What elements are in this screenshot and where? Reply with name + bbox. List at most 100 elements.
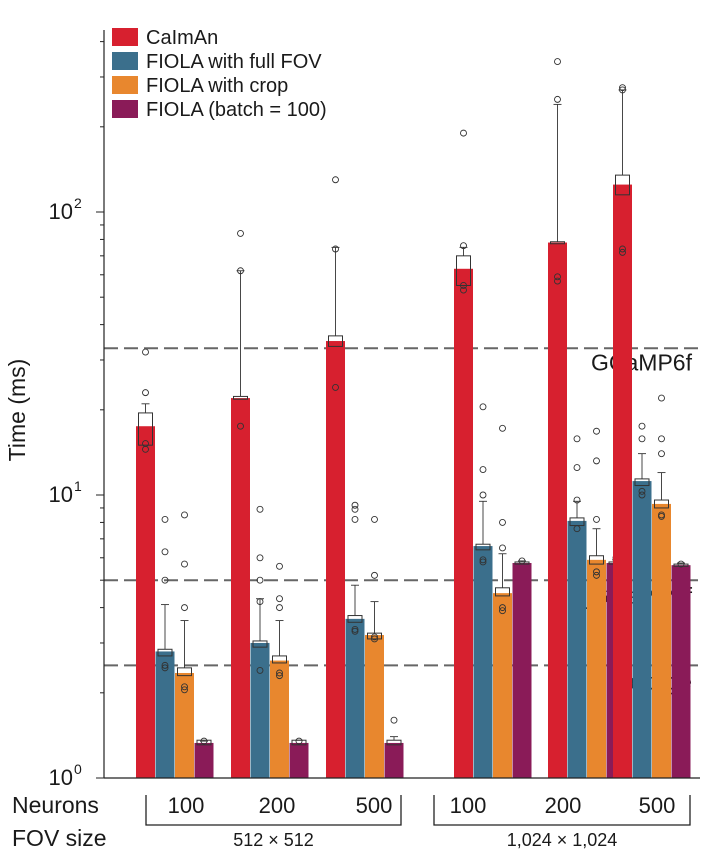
outlier-point (181, 686, 188, 694)
bar (231, 398, 250, 778)
outlier-point (593, 568, 600, 576)
bar (587, 559, 606, 778)
bar (155, 651, 175, 778)
outlier-point (256, 666, 264, 674)
outlier-point (499, 518, 506, 526)
x-axis-labels: Neurons FOV size 100 200 500 100 200 500 512 × 5… (12, 792, 691, 851)
outlier-point (161, 664, 169, 672)
fov-group-label: 512 × 512 (233, 830, 314, 850)
outlier-point (351, 515, 359, 523)
outlier-point (593, 457, 600, 465)
outlier-point (161, 548, 169, 556)
box (157, 648, 173, 657)
box (634, 478, 650, 487)
y-tick-label: 10 (49, 199, 73, 224)
box (654, 499, 669, 509)
outlier-point (256, 576, 264, 584)
outlier-point (371, 633, 378, 641)
category-label: 500 (639, 793, 676, 818)
legend-swatch (112, 76, 138, 94)
outlier-point (371, 635, 378, 643)
y-tick-label: 10 (49, 765, 73, 790)
outlier-point (351, 627, 359, 635)
outlier-point (276, 672, 283, 680)
outlier-point (256, 505, 264, 513)
y-tick-label: 10 (49, 482, 73, 507)
outlier-point (181, 683, 188, 691)
box (291, 739, 307, 746)
outlier-point (161, 515, 169, 523)
bar (567, 520, 587, 778)
category-label: 200 (545, 793, 582, 818)
outlier-point (479, 556, 487, 564)
bar (289, 742, 309, 778)
box (589, 555, 604, 565)
outlier-point (276, 669, 283, 677)
bar (652, 503, 671, 778)
outlier-point (161, 576, 169, 584)
outlier-point (390, 716, 398, 724)
y-tick-exponent: 2 (74, 195, 82, 211)
outlier-point (276, 595, 283, 603)
bar (548, 242, 567, 778)
bar (326, 341, 345, 778)
bar (493, 593, 512, 778)
outlier-point (256, 598, 264, 606)
outlier-point (638, 491, 646, 499)
outlier-point (638, 422, 646, 430)
fov-group-label: 1,024 × 1,024 (507, 830, 618, 850)
outlier-point (332, 383, 339, 391)
outlier-point (460, 282, 467, 289)
neurons-row-label: Neurons (12, 792, 99, 818)
box (252, 640, 268, 648)
outlier-point (479, 403, 487, 411)
category-label: 100 (168, 793, 205, 818)
bar (454, 268, 473, 778)
legend-label: FIOLA (batch = 100) (146, 99, 327, 121)
box (272, 655, 287, 664)
outlier-point (479, 466, 487, 474)
box (550, 241, 565, 245)
outlier-point (554, 95, 561, 103)
bar (613, 184, 632, 778)
outlier-point (161, 661, 169, 669)
box (347, 615, 363, 623)
bar (473, 546, 493, 778)
box (196, 739, 212, 746)
fov-bracket (433, 815, 691, 826)
box (475, 543, 491, 551)
outlier-point (181, 604, 188, 612)
outlier-point (518, 557, 526, 565)
y-tick-exponent: 0 (74, 761, 82, 777)
bars (136, 58, 691, 778)
outlier-point (332, 245, 339, 253)
category-label: 200 (259, 793, 296, 818)
outlier-point (573, 435, 581, 443)
outlier-point (593, 571, 600, 579)
outlier-point (638, 435, 646, 443)
reference-line-label: GCaMP6f (591, 349, 693, 375)
outlier-point (351, 505, 359, 513)
fov-row-label: FOV size (12, 825, 107, 851)
outlier-point (181, 560, 188, 568)
outlier-point (499, 544, 506, 552)
legend-swatch (112, 100, 138, 118)
outlier-point (237, 422, 244, 430)
outlier-point (619, 245, 626, 253)
legend-label: FIOLA with crop (146, 75, 288, 97)
outlier-point (479, 491, 487, 499)
bar (345, 618, 365, 778)
legend-label: FIOLA with full FOV (146, 51, 322, 73)
outlier-point (351, 625, 359, 633)
outlier-point (181, 511, 188, 519)
outlier-point (295, 737, 303, 745)
outlier-point (554, 277, 561, 285)
outlier-point (142, 348, 149, 356)
outlier-point (658, 450, 665, 458)
outlier-point (573, 525, 581, 533)
outlier-point (371, 571, 378, 579)
